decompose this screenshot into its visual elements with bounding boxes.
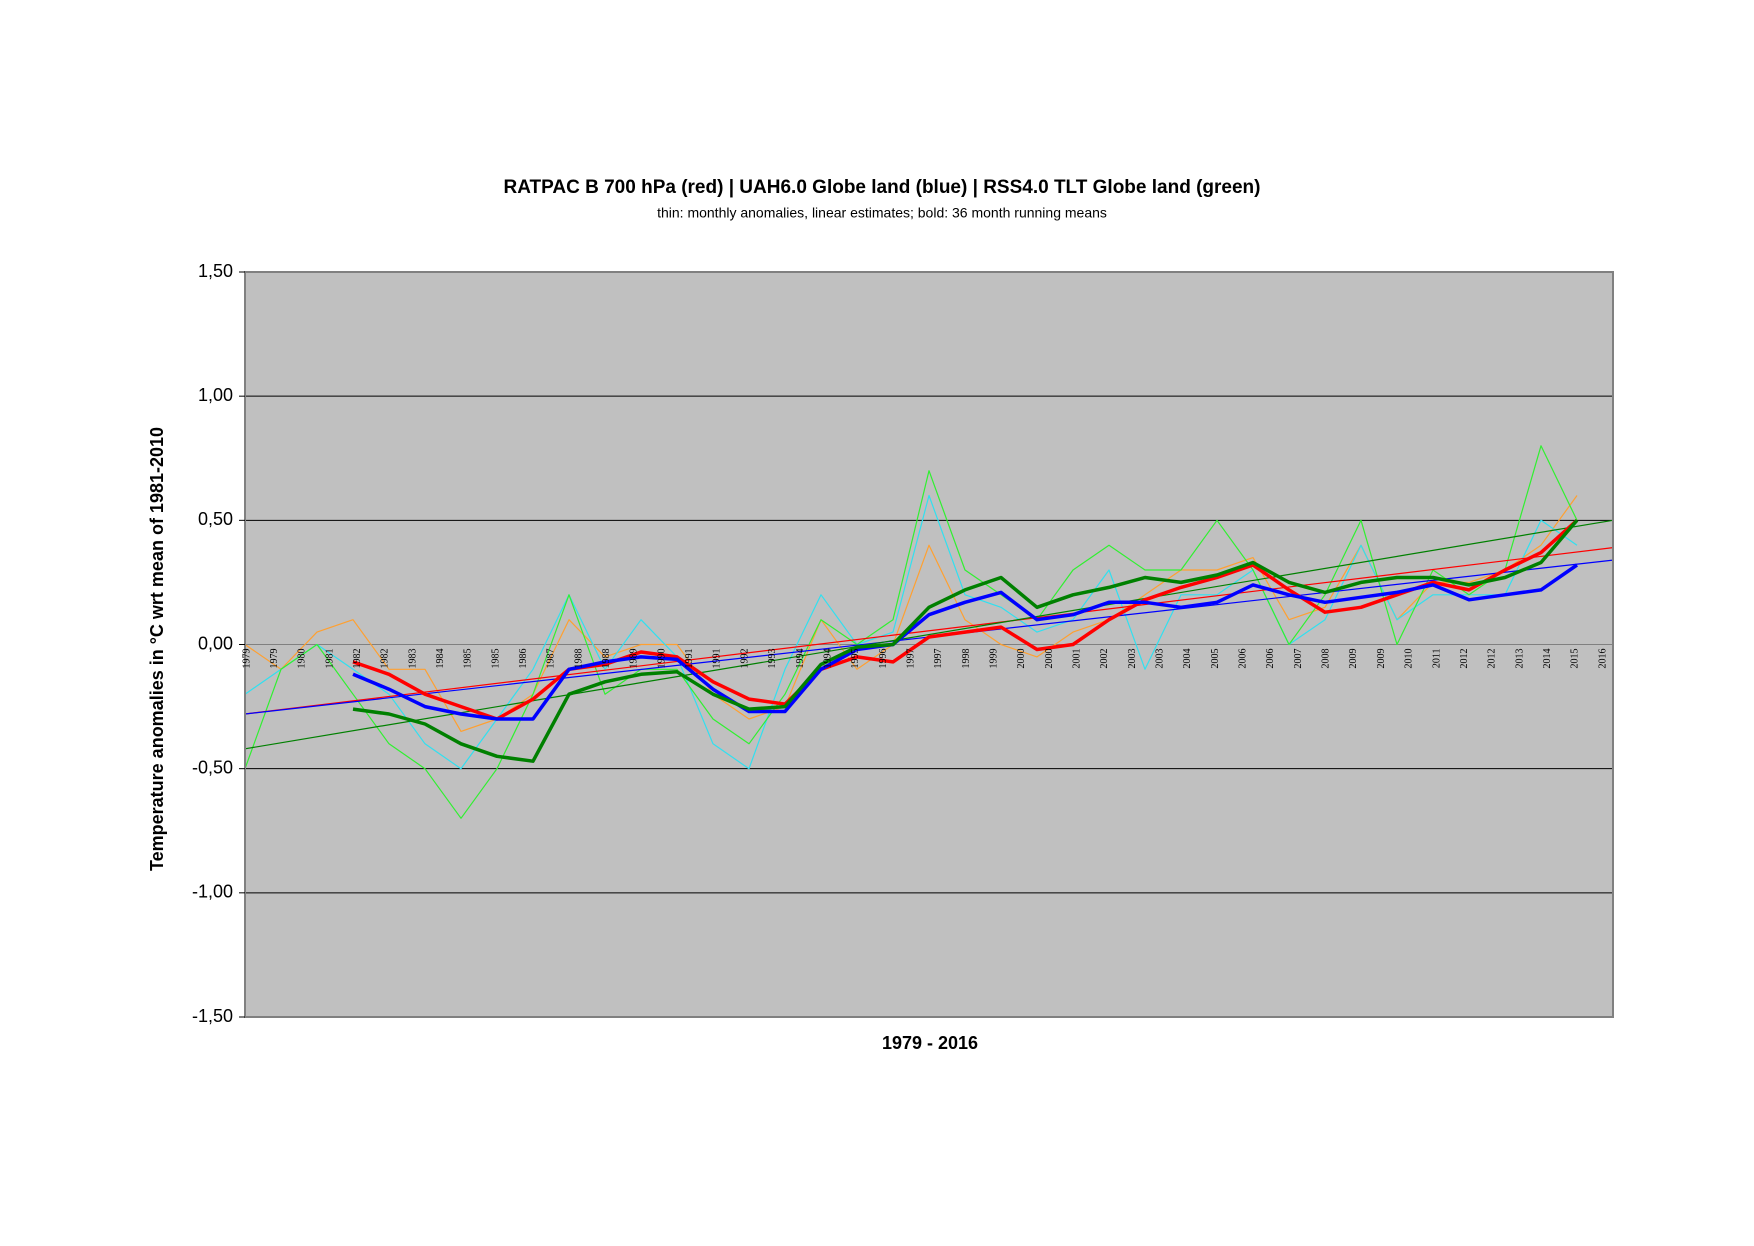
year-label: 1991	[684, 649, 695, 669]
year-label: 1980	[297, 649, 308, 669]
year-label: 1994	[822, 649, 833, 669]
lines	[244, 445, 1614, 819]
year-label: 1988	[573, 649, 584, 669]
year-label: 2007	[1293, 649, 1304, 669]
year-label: 2012	[1487, 649, 1498, 669]
year-label: 1995	[850, 649, 861, 669]
year-label: 2003	[1127, 649, 1138, 669]
running-mean-line	[352, 563, 1578, 721]
year-label: 2001	[1072, 649, 1083, 669]
year-label: 1983	[407, 649, 418, 669]
year-label: 1991	[712, 649, 723, 669]
y-axis-label: Temperature anomalies in °C wrt mean of …	[147, 427, 167, 871]
year-label: 1994	[795, 649, 806, 669]
year-label: 2009	[1376, 649, 1387, 669]
year-label: 1993	[767, 649, 778, 669]
year-label: 2006	[1265, 649, 1276, 669]
year-label: 1987	[546, 649, 557, 669]
y-tick-label: -1,00	[192, 882, 233, 902]
y-tick-label: -0,50	[192, 757, 233, 777]
year-label: 1979	[269, 649, 280, 669]
year-label: 1986	[518, 649, 529, 669]
year-label: 1997	[905, 649, 916, 669]
year-label: 2010	[1404, 649, 1415, 669]
thin-line	[244, 495, 1578, 732]
year-label: 2011	[1431, 649, 1442, 669]
y-tick-label: 0,00	[198, 633, 233, 653]
year-label: 2005	[1210, 649, 1221, 669]
year-label: 1985	[490, 649, 501, 669]
y-tick-label: 1,50	[198, 261, 233, 281]
running-mean-line	[352, 519, 1579, 763]
year-label: 2014	[1542, 649, 1553, 669]
thin-line	[244, 494, 1578, 770]
year-label: 2006	[1238, 649, 1249, 669]
year-label: 1996	[878, 649, 889, 669]
year-label: 1982	[352, 649, 363, 669]
year-label: 1999	[988, 649, 999, 669]
year-label: 1988	[601, 649, 612, 669]
year-label: 2013	[1514, 649, 1525, 669]
year-label: 2009	[1348, 649, 1359, 669]
year-label: 2000	[1016, 649, 1027, 669]
y-tick-label: 0,50	[198, 509, 233, 529]
thin-line	[244, 547, 1614, 715]
year-label: 2016	[1597, 649, 1608, 669]
chart-subtitle: thin: monthly anomalies, linear estimate…	[657, 205, 1107, 221]
year-label: 2002	[1099, 649, 1110, 669]
year-label: 1984	[435, 649, 446, 669]
year-label: 1990	[656, 649, 667, 669]
year-label: 1982	[380, 649, 391, 669]
year-label: 1979	[241, 649, 252, 669]
running-mean-line	[352, 518, 1579, 721]
year-label: 2000	[1044, 649, 1055, 669]
x-axis-label: 1979 - 2016	[882, 1033, 978, 1053]
year-label: 1985	[463, 649, 474, 669]
year-label: 2008	[1321, 649, 1332, 669]
year-label: 2003	[1155, 649, 1166, 669]
year-label: 2015	[1570, 649, 1581, 669]
year-label: 2004	[1182, 649, 1193, 669]
y-tick-label: -1,50	[192, 1006, 233, 1026]
year-label: 1981	[324, 649, 335, 669]
y-tick-label: 1,00	[198, 385, 233, 405]
year-label: 1997	[933, 649, 944, 669]
year-label: 1992	[739, 649, 750, 669]
chart-title: RATPAC B 700 hPa (red) | UAH6.0 Globe la…	[503, 177, 1260, 198]
year-label: 1998	[961, 649, 972, 669]
thin-line	[244, 445, 1578, 819]
year-label: 1989	[629, 649, 640, 669]
year-label: 2012	[1459, 649, 1470, 669]
